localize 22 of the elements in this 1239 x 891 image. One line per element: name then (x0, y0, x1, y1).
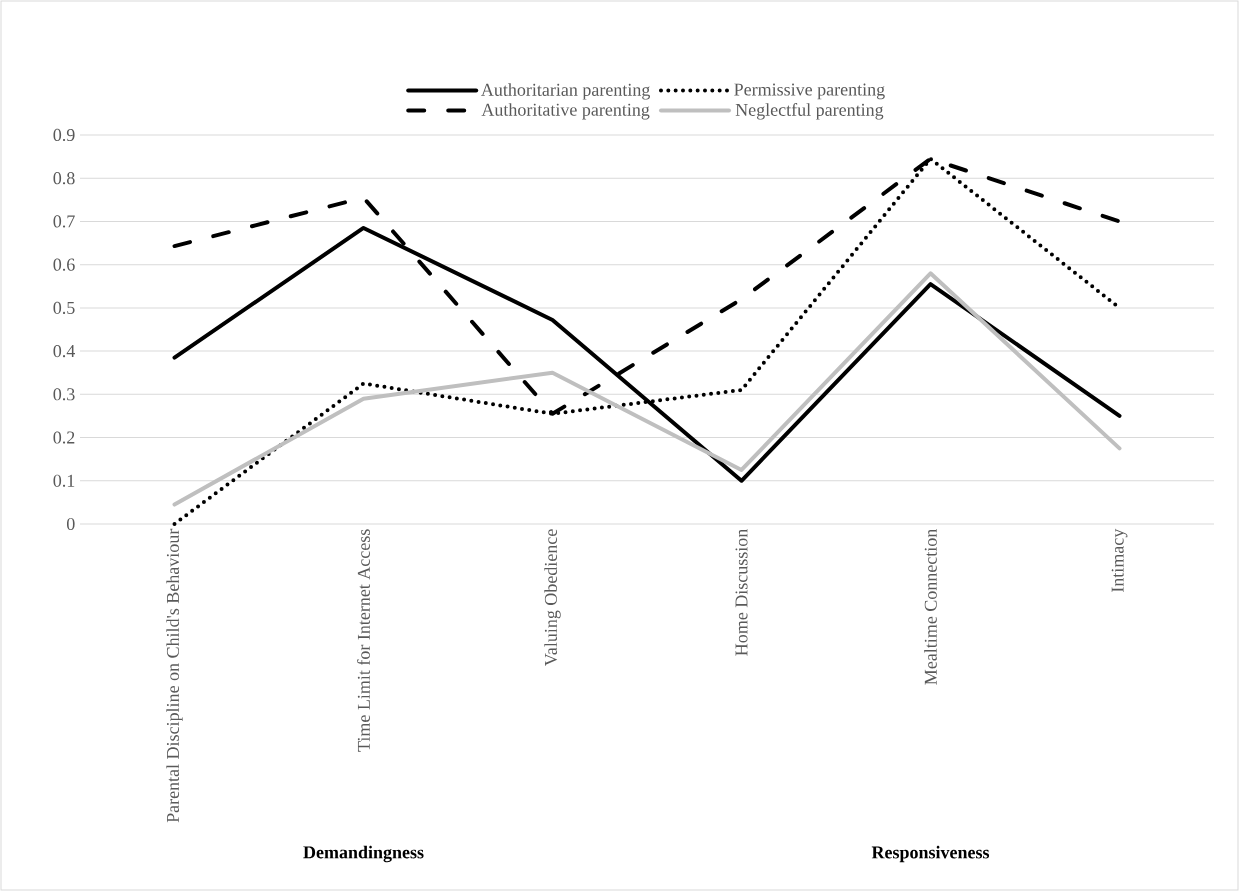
legend-label: Authoritative parenting (481, 103, 650, 120)
y-tick-label: 0.7 (53, 215, 75, 228)
legend-label: Permissive parenting (734, 83, 885, 100)
x-tick-label: Intimacy (1111, 528, 1128, 593)
x-tick-label: Time Limit for Internet Access (357, 529, 370, 752)
y-tick-label: 0 (66, 517, 75, 531)
text: Demandingness (303, 845, 424, 863)
y-tick-label: 0.4 (53, 344, 76, 358)
y-tick-label: 0.6 (53, 258, 75, 271)
y-tick-label: 0.9 (53, 128, 75, 142)
text: Responsiveness (871, 845, 990, 863)
x-tick-label: Parental Discipline on Child's Behaviour (166, 528, 183, 823)
x-tick-label: Valuing Obedience (544, 529, 561, 666)
y-tick-label: 0.2 (53, 431, 75, 444)
y-tick-label: 0.1 (53, 474, 75, 487)
x-tick-label: Mealtime Connection (924, 528, 937, 685)
legend-label: Authoritarian parenting (481, 83, 650, 100)
y-tick-label: 0.5 (53, 301, 75, 314)
y-tick-label: 0.8 (53, 172, 75, 185)
legend-label: Neglectful parenting (735, 103, 884, 120)
y-tick-label: 0.3 (53, 388, 75, 401)
x-tick-label: Home Discussion (735, 528, 748, 656)
